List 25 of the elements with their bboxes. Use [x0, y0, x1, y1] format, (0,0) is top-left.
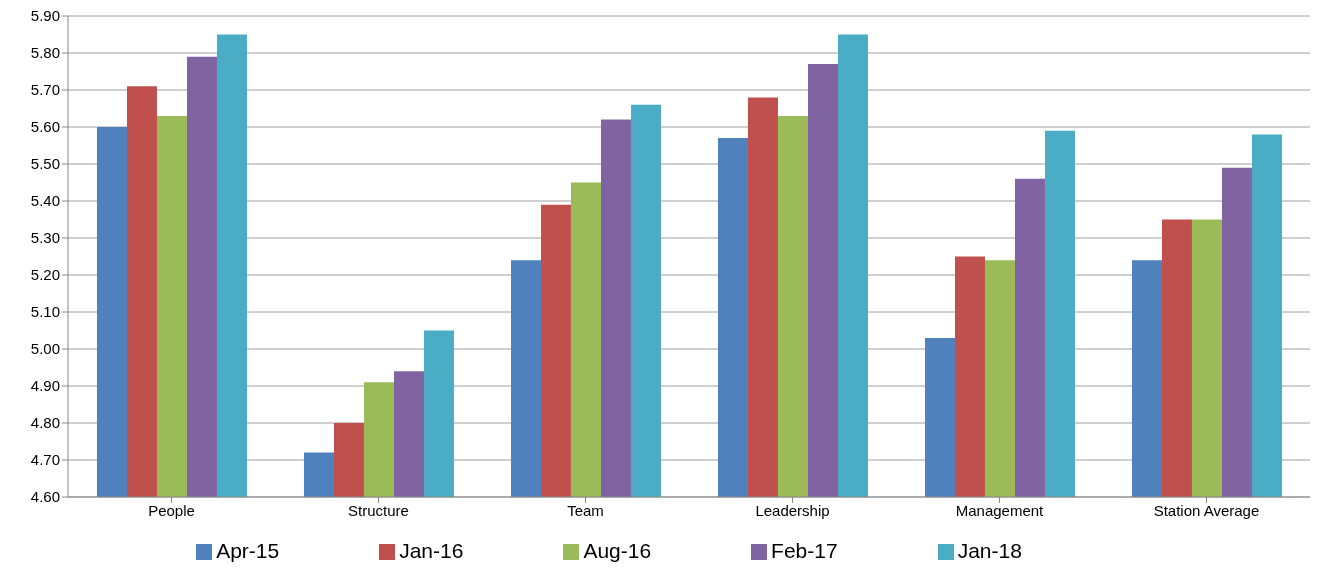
y-tick-label: 4.60: [30, 488, 60, 506]
x-tick-label: People: [148, 501, 195, 519]
y-tick-label: 5.50: [30, 155, 60, 173]
y-tick-label: 5.00: [30, 340, 60, 358]
legend-label: Jan-18: [957, 539, 1022, 562]
legend-label: Jan-16: [399, 539, 464, 562]
y-tick-label: 5.80: [30, 44, 60, 62]
y-tick-label: 4.70: [30, 451, 60, 469]
y-tick-label: 5.30: [30, 229, 60, 247]
legend-label: Apr-15: [216, 539, 280, 562]
x-tick-label: Team: [567, 501, 604, 519]
y-tick-label: 5.70: [30, 81, 60, 99]
y-tick-label: 5.60: [30, 118, 60, 136]
x-tick-label: Leadership: [755, 501, 830, 519]
y-tick-label: 5.10: [30, 303, 60, 321]
x-tick-label: Station Average: [1153, 501, 1260, 519]
y-tick-label: 5.90: [30, 7, 60, 25]
x-tick-label: Management: [955, 501, 1045, 519]
y-tick-label: 4.80: [30, 414, 60, 432]
y-tick-label: 5.20: [30, 266, 60, 284]
y-tick-label: 5.40: [30, 192, 60, 210]
y-tick-label: 4.90: [30, 377, 60, 395]
x-tick-label: Structure: [348, 501, 409, 519]
legend-label: Aug-16: [583, 539, 652, 562]
legend-label: Feb-17: [771, 539, 838, 562]
